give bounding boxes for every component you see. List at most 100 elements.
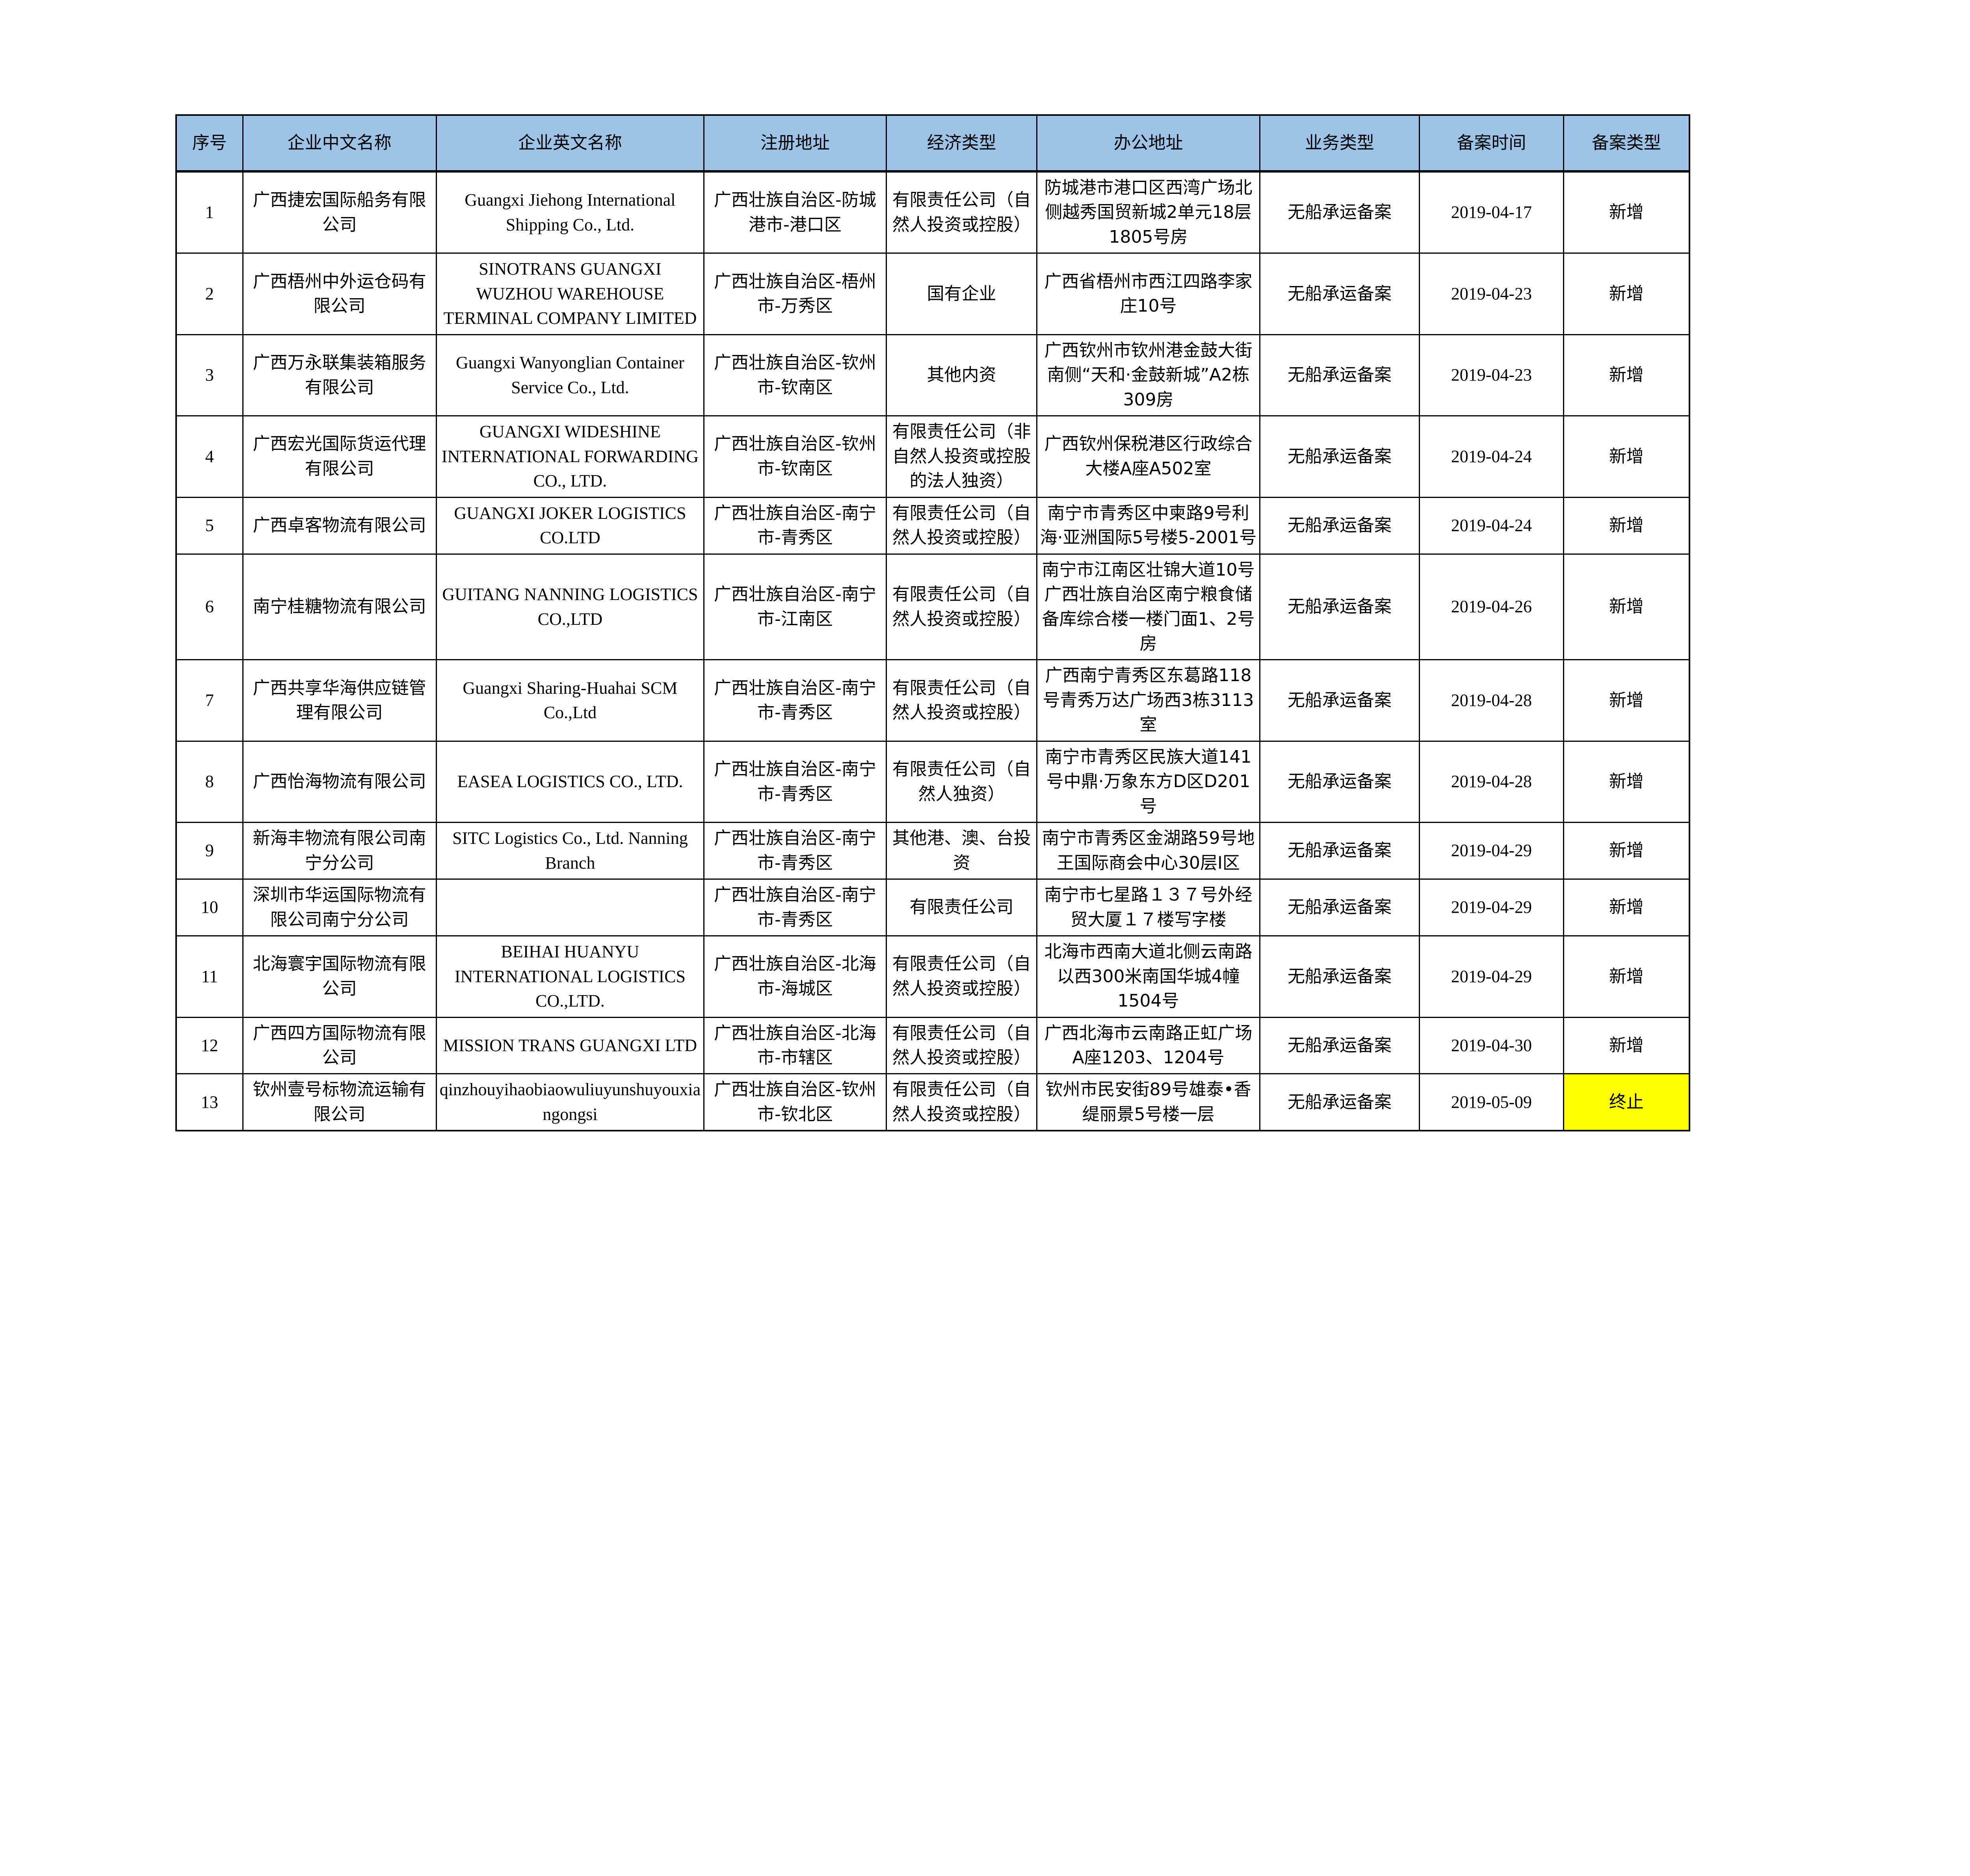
cell-name-cn: 广西万永联集装箱服务有限公司 <box>242 334 437 417</box>
cell-index: 13 <box>175 1073 243 1131</box>
cell-record-type: 新增 <box>1563 879 1690 937</box>
cell-reg-address: 广西壮族自治区-钦州市-钦南区 <box>703 415 887 498</box>
cell-index: 10 <box>175 879 243 937</box>
cell-record-type: 新增 <box>1563 334 1690 417</box>
cell-name-cn: 广西四方国际物流有限公司 <box>242 1016 437 1075</box>
column-header-record-date: 备案时间 <box>1419 114 1564 172</box>
cell-reg-address: 广西壮族自治区-钦州市-钦北区 <box>703 1073 887 1131</box>
column-header-office-addr: 办公地址 <box>1036 114 1260 172</box>
enterprise-registry-table: 序号 企业中文名称 企业英文名称 注册地址 经济类型 办公地址 业务类型 备案时… <box>175 114 1690 1132</box>
cell-biz-type: 无船承运备案 <box>1259 553 1420 661</box>
cell-index: 4 <box>175 415 243 498</box>
cell-office-address: 广西钦州保税港区行政综合大楼A座A502室 <box>1036 415 1260 498</box>
column-header-name-cn: 企业中文名称 <box>242 114 437 172</box>
cell-econ-type: 有限责任公司（自然人投资或控股） <box>885 1073 1038 1131</box>
table-row: 5 广西卓客物流有限公司 GUANGXI JOKER LOGISTICS CO.LT… <box>175 496 1690 555</box>
cell-econ-type: 有限责任公司（自然人投资或控股） <box>885 935 1038 1018</box>
cell-office-address: 南宁市七星路１３７号外经贸大厦１７楼写字楼 <box>1036 879 1260 937</box>
cell-record-type: 新增 <box>1563 496 1690 555</box>
cell-name-cn: 广西梧州中外运仓码有限公司 <box>242 253 437 335</box>
table-body: 1 广西捷宏国际船务有限公司 Guangxi Jiehong Internation… <box>175 171 1690 1131</box>
cell-name-cn: 深圳市华运国际物流有限公司南宁分公司 <box>242 879 437 937</box>
cell-biz-type: 无船承运备案 <box>1259 496 1420 555</box>
table-row: 4 广西宏光国际货运代理有限公司 GUANGXI WIDESHINE INTERNA… <box>175 415 1690 498</box>
cell-econ-type: 有限责任公司 <box>885 879 1038 937</box>
cell-record-date: 2019-04-28 <box>1419 740 1564 823</box>
cell-record-date: 2019-04-23 <box>1419 334 1564 417</box>
cell-biz-type: 无船承运备案 <box>1259 879 1420 937</box>
cell-index: 11 <box>175 935 243 1018</box>
cell-reg-address: 广西壮族自治区-南宁市-青秀区 <box>703 496 887 555</box>
cell-name-en: qinzhouyihaobiaowuliuyunshuyouxiangongsi <box>435 1073 705 1131</box>
cell-office-address: 广西省梧州市西江四路李家庄10号 <box>1036 253 1260 335</box>
cell-name-en: GUITANG NANNING LOGISTICS CO.,LTD <box>435 553 705 661</box>
cell-biz-type: 无船承运备案 <box>1259 822 1420 880</box>
cell-name-cn: 广西怡海物流有限公司 <box>242 740 437 823</box>
cell-record-date: 2019-04-29 <box>1419 935 1564 1018</box>
cell-name-en: SINOTRANS GUANGXI WUZHOU WAREHOUSE TERMI… <box>435 253 705 335</box>
cell-econ-type: 其他内资 <box>885 334 1038 417</box>
cell-name-cn: 广西宏光国际货运代理有限公司 <box>242 415 437 498</box>
cell-biz-type: 无船承运备案 <box>1259 334 1420 417</box>
cell-reg-address: 广西壮族自治区-梧州市-万秀区 <box>703 253 887 335</box>
cell-econ-type: 有限责任公司（自然人投资或控股） <box>885 553 1038 661</box>
cell-record-date: 2019-05-09 <box>1419 1073 1564 1131</box>
cell-biz-type: 无船承运备案 <box>1259 171 1420 254</box>
cell-record-date: 2019-04-26 <box>1419 553 1564 661</box>
cell-index: 1 <box>175 171 243 254</box>
cell-name-en: Guangxi Jiehong International Shipping C… <box>435 171 705 254</box>
cell-record-type: 新增 <box>1563 171 1690 254</box>
column-header-biz-type: 业务类型 <box>1259 114 1420 172</box>
table-row: 7 广西共享华海供应链管理有限公司 Guangxi Sharing-Huahai S… <box>175 659 1690 742</box>
cell-reg-address: 广西壮族自治区-北海市-市辖区 <box>703 1016 887 1075</box>
cell-name-en: EASEA LOGISTICS CO., LTD. <box>435 740 705 823</box>
cell-name-en: Guangxi Wanyonglian Container Service Co… <box>435 334 705 417</box>
cell-record-type: 新增 <box>1563 935 1690 1018</box>
cell-office-address: 南宁市江南区壮锦大道10号广西壮族自治区南宁粮食储备库综合楼一楼门面1、2号房 <box>1036 553 1260 661</box>
table-row: 9 新海丰物流有限公司南宁分公司 SITC Logistics Co., Ltd. … <box>175 822 1690 880</box>
cell-office-address: 广西钦州市钦州港金鼓大街南侧“天和·金鼓新城”A2栋309房 <box>1036 334 1260 417</box>
cell-econ-type: 有限责任公司（自然人独资） <box>885 740 1038 823</box>
cell-econ-type: 有限责任公司（自然人投资或控股） <box>885 659 1038 742</box>
table-row: 1 广西捷宏国际船务有限公司 Guangxi Jiehong Internation… <box>175 171 1690 254</box>
cell-reg-address: 广西壮族自治区-南宁市-江南区 <box>703 553 887 661</box>
cell-index: 5 <box>175 496 243 555</box>
cell-reg-address: 广西壮族自治区-钦州市-钦南区 <box>703 334 887 417</box>
cell-record-date: 2019-04-29 <box>1419 879 1564 937</box>
cell-reg-address: 广西壮族自治区-北海市-海城区 <box>703 935 887 1018</box>
cell-biz-type: 无船承运备案 <box>1259 1073 1420 1131</box>
cell-name-cn: 广西卓客物流有限公司 <box>242 496 437 555</box>
cell-name-en: GUANGXI WIDESHINE INTERNATIONAL FORWARDI… <box>435 415 705 498</box>
cell-name-cn: 新海丰物流有限公司南宁分公司 <box>242 822 437 880</box>
header-row: 序号 企业中文名称 企业英文名称 注册地址 经济类型 办公地址 业务类型 备案时… <box>175 114 1690 172</box>
cell-reg-address: 广西壮族自治区-防城港市-港口区 <box>703 171 887 254</box>
table-row: 13 钦州壹号标物流运输有限公司 qinzhouyihaobiaowuliuyuns… <box>175 1073 1690 1131</box>
cell-record-date: 2019-04-24 <box>1419 415 1564 498</box>
cell-biz-type: 无船承运备案 <box>1259 253 1420 335</box>
cell-record-date: 2019-04-17 <box>1419 171 1564 254</box>
cell-index: 7 <box>175 659 243 742</box>
cell-index: 6 <box>175 553 243 661</box>
cell-name-en: MISSION TRANS GUANGXI LTD <box>435 1016 705 1075</box>
cell-biz-type: 无船承运备案 <box>1259 415 1420 498</box>
table-row: 8 广西怡海物流有限公司 EASEA LOGISTICS CO., LTD. 广西壮族… <box>175 740 1690 823</box>
cell-econ-type: 有限责任公司（自然人投资或控股） <box>885 1016 1038 1075</box>
cell-reg-address: 广西壮族自治区-南宁市-青秀区 <box>703 659 887 742</box>
column-header-econ-type: 经济类型 <box>885 114 1038 172</box>
cell-econ-type: 有限责任公司（自然人投资或控股） <box>885 496 1038 555</box>
cell-econ-type: 有限责任公司（非自然人投资或控股的法人独资） <box>885 415 1038 498</box>
cell-biz-type: 无船承运备案 <box>1259 1016 1420 1075</box>
cell-name-cn: 广西捷宏国际船务有限公司 <box>242 171 437 254</box>
column-header-record-type: 备案类型 <box>1563 114 1690 172</box>
table-row: 12 广西四方国际物流有限公司 MISSION TRANS GUANGXI LTD 广… <box>175 1016 1690 1075</box>
cell-record-type: 终止 <box>1563 1073 1690 1131</box>
cell-name-cn: 南宁桂糖物流有限公司 <box>242 553 437 661</box>
cell-index: 9 <box>175 822 243 880</box>
cell-index: 3 <box>175 334 243 417</box>
cell-office-address: 北海市西南大道北侧云南路以西300米南国华城4幢1504号 <box>1036 935 1260 1018</box>
table-header: 序号 企业中文名称 企业英文名称 注册地址 经济类型 办公地址 业务类型 备案时… <box>175 114 1690 172</box>
cell-record-date: 2019-04-30 <box>1419 1016 1564 1075</box>
table-row: 2 广西梧州中外运仓码有限公司 SINOTRANS GUANGXI WUZHOU W… <box>175 253 1690 335</box>
cell-office-address: 防城港市港口区西湾广场北侧越秀国贸新城2单元18层1805号房 <box>1036 171 1260 254</box>
table-row: 10 深圳市华运国际物流有限公司南宁分公司 广西壮族自治区-南宁市-青秀区 有限责任公… <box>175 879 1690 937</box>
